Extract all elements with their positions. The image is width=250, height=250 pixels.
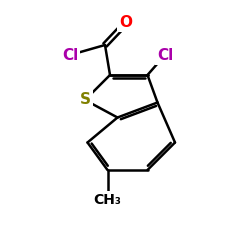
Text: O: O [120, 15, 133, 30]
Text: Cl: Cl [157, 48, 173, 62]
Text: CH₃: CH₃ [94, 193, 122, 207]
Text: CH₃: CH₃ [94, 193, 122, 207]
Text: S: S [80, 92, 90, 108]
Text: S: S [80, 92, 90, 108]
Text: Cl: Cl [62, 48, 78, 62]
Text: O: O [120, 15, 133, 30]
Text: Cl: Cl [157, 48, 173, 62]
Text: Cl: Cl [62, 48, 78, 62]
